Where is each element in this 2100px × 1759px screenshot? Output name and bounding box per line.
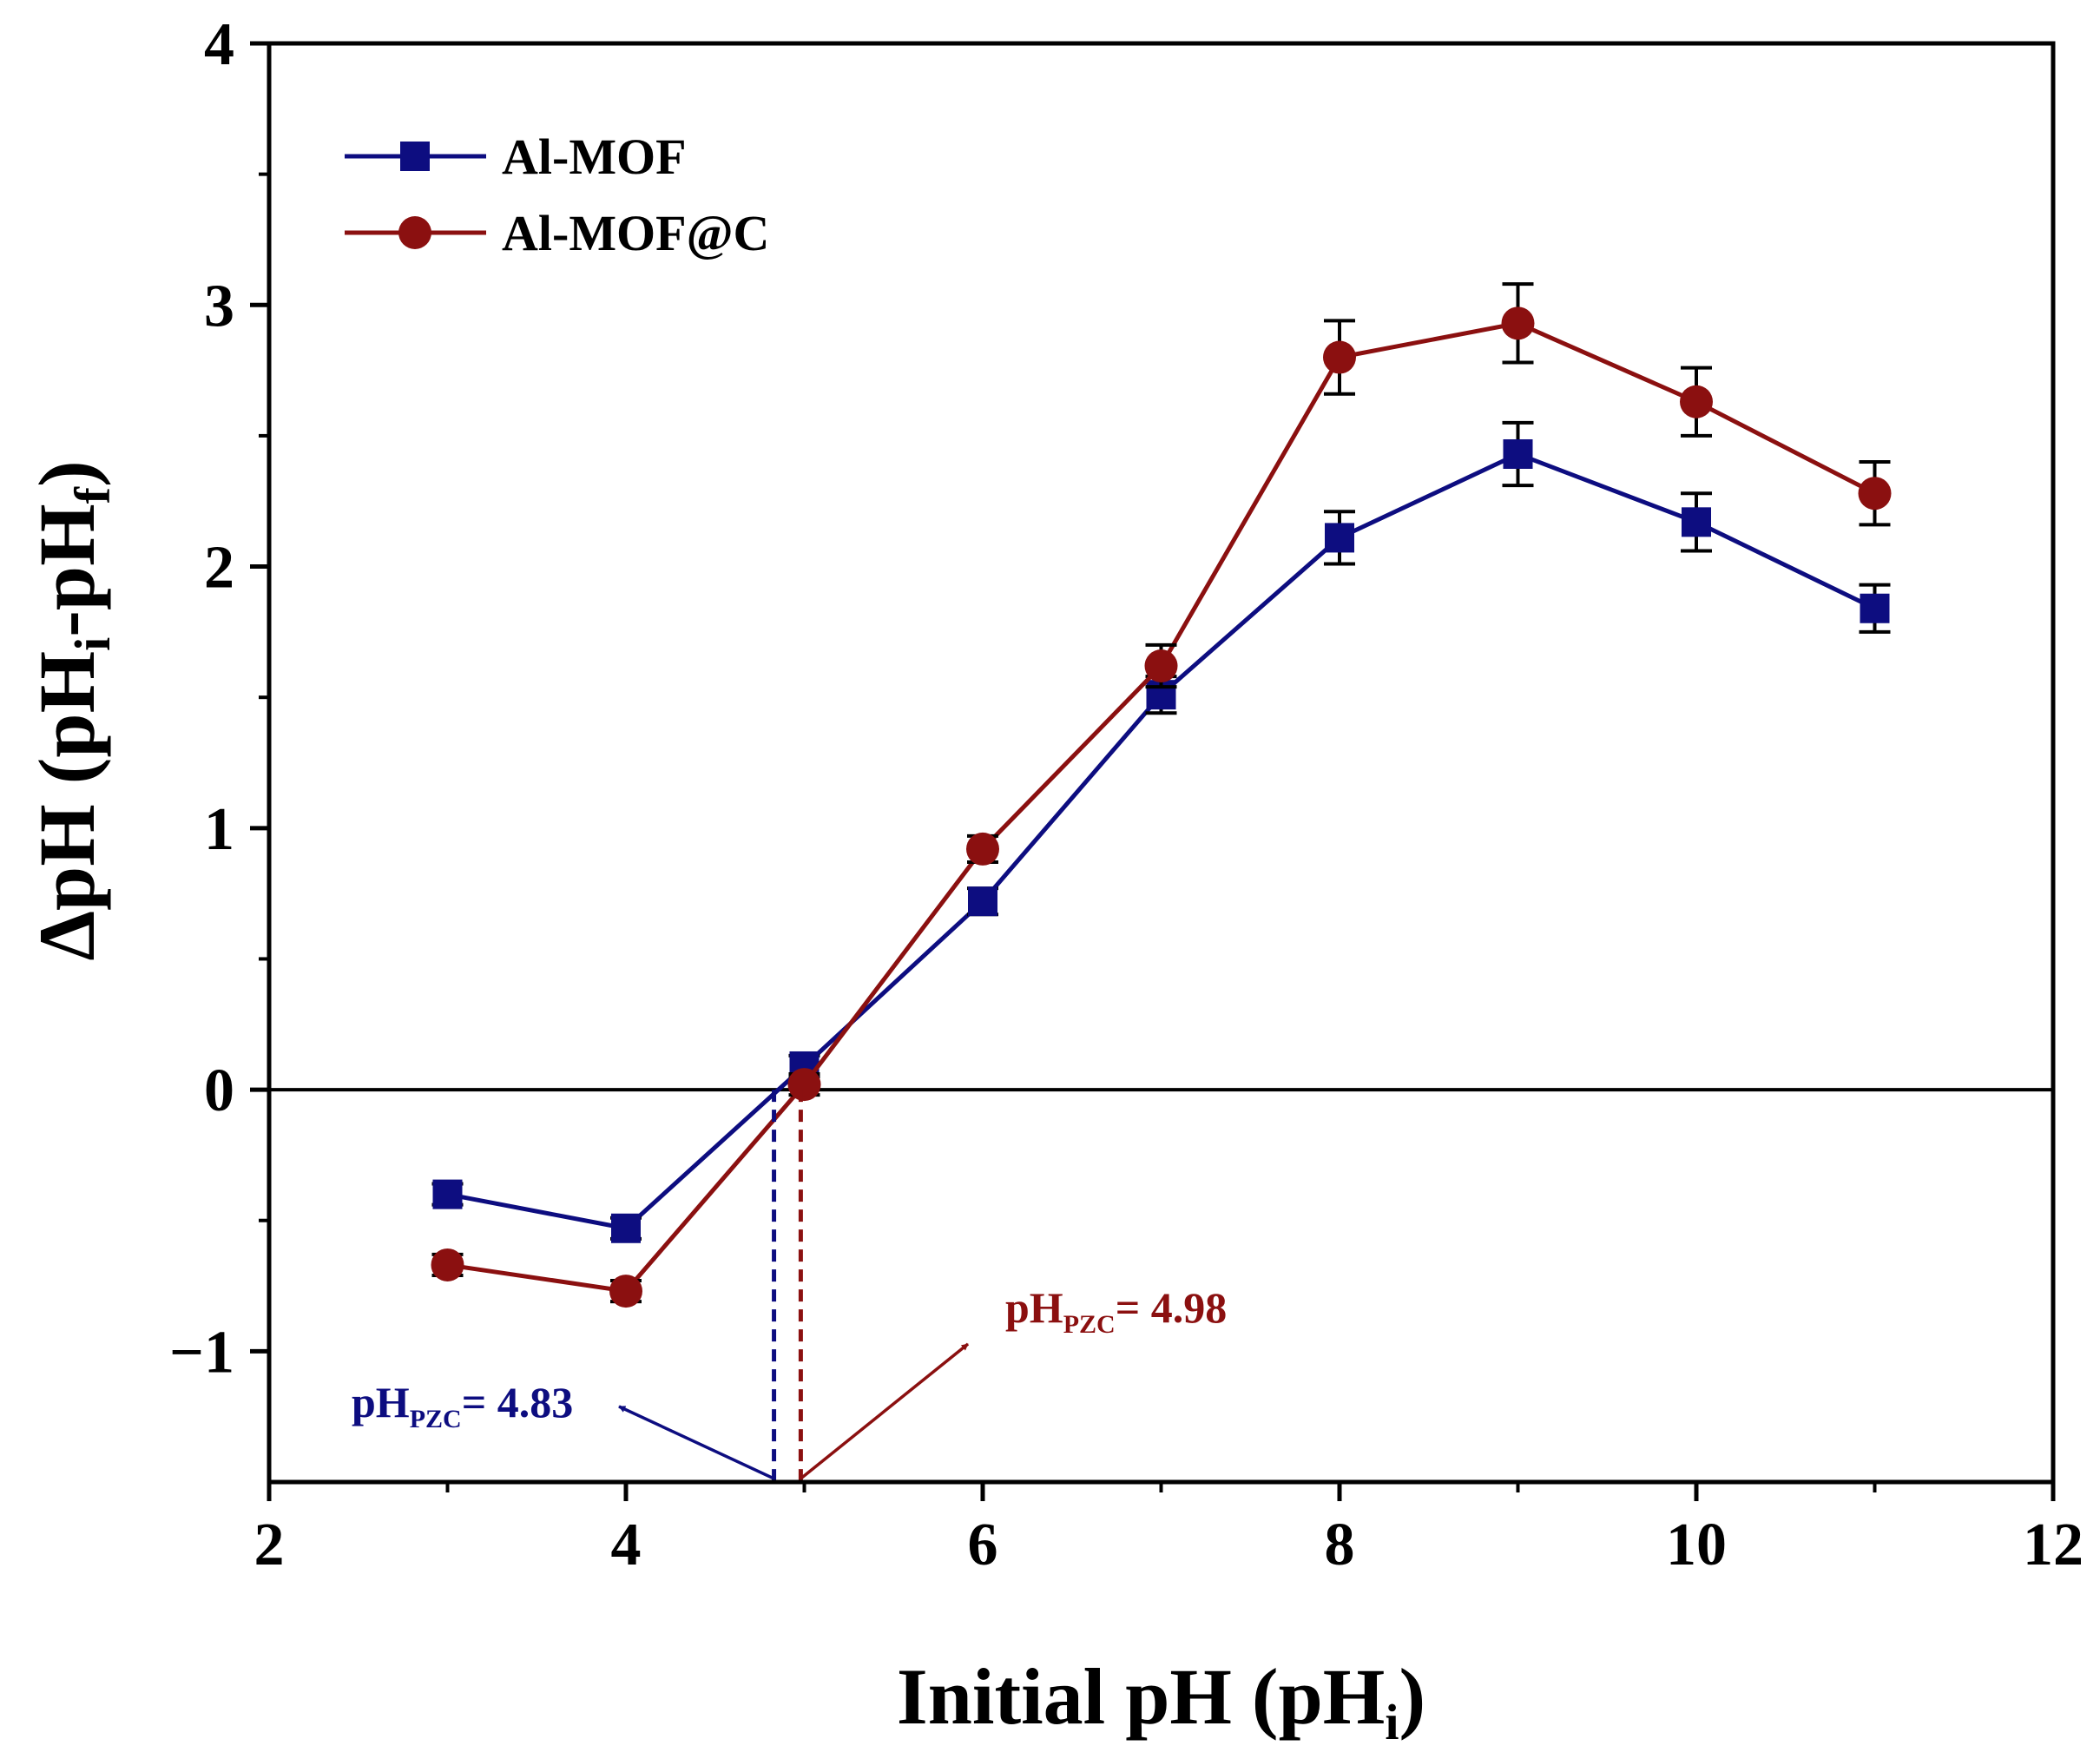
data-point [1858, 477, 1892, 511]
series-line [447, 320, 1876, 1294]
y-axis-title-sub1: i [64, 637, 121, 651]
legend-item-al-mof: Al-MOF [345, 128, 687, 185]
data-point [1323, 340, 1356, 374]
y-axis-title-prefix: ΔpH (pH [23, 651, 111, 961]
series-line [447, 451, 1876, 1231]
x-axis-title-main: Initial pH (pH [897, 1652, 1385, 1741]
pzc-label-sub: PZC [1063, 1310, 1116, 1339]
legend: Al-MOF Al-MOF@C [345, 128, 769, 261]
x-tick-label: 12 [2023, 1512, 2084, 1578]
y-tick-label: 3 [204, 273, 234, 339]
x-axis-title-sub: i [1385, 1694, 1399, 1750]
legend-label: Al-MOF@C [502, 205, 769, 261]
data-point [968, 886, 997, 917]
legend-label: Al-MOF [502, 128, 687, 185]
y-axis-title-mid: -pH [23, 504, 111, 636]
y-axis-title-sub2: f [64, 486, 121, 504]
data-point [1682, 507, 1711, 537]
plot-frame [267, 41, 2056, 1485]
y-tick-label: −1 [169, 1319, 234, 1386]
y-tick-label: 2 [204, 535, 234, 602]
data-point [1501, 306, 1535, 340]
pzc-arrow [618, 1405, 775, 1480]
pzc-annotation-2: pHPZC= 4.98 [798, 1090, 1227, 1482]
y-tick-label: 1 [204, 796, 234, 863]
data-point [609, 1275, 642, 1308]
data-point [1680, 385, 1713, 418]
y-axis-title-close: ) [23, 460, 111, 487]
series-layer [431, 282, 1892, 1308]
data-point [1860, 593, 1890, 623]
x-tick-label: 2 [254, 1512, 285, 1578]
pzc-arrow [800, 1342, 970, 1480]
data-point [611, 1213, 641, 1243]
pzc-label: pHPZC= 4.98 [1005, 1283, 1227, 1339]
data-point [1503, 438, 1533, 469]
legend-item-al-mof-c: Al-MOF@C [345, 205, 769, 261]
y-axis-title: ΔpH (pHi-pHf) [23, 460, 121, 960]
pzc-label-prefix: pH [352, 1378, 410, 1426]
data-point [787, 1068, 821, 1102]
data-point [431, 1248, 464, 1281]
legend-marker [398, 216, 431, 249]
x-tick-label: 4 [611, 1512, 642, 1578]
pzc-label-value: = 4.83 [462, 1378, 574, 1426]
x-tick-label: 6 [968, 1512, 998, 1578]
data-point [432, 1179, 463, 1209]
pzc-label-prefix: pH [1005, 1283, 1063, 1332]
series-al-mof [431, 420, 1891, 1243]
pzc-annotation-1: pHPZC= 4.83 [352, 1090, 777, 1482]
x-tick-label: 10 [1666, 1512, 1727, 1578]
series-al-mof-c [431, 282, 1892, 1308]
pzc-label-value: = 4.98 [1116, 1283, 1228, 1332]
y-tick-label: 0 [204, 1057, 234, 1124]
x-tick-label: 8 [1325, 1512, 1355, 1578]
legend-marker [400, 142, 430, 171]
y-tick-label: 4 [204, 11, 234, 78]
data-point [1325, 523, 1354, 553]
pzc-label-sub: PZC [410, 1405, 462, 1433]
data-point [1144, 649, 1178, 683]
data-point [966, 832, 999, 866]
x-axis-title: Initial pH (pHi) [897, 1652, 1425, 1750]
pzc-label: pHPZC= 4.83 [352, 1378, 573, 1433]
x-axis-title-close: ) [1399, 1652, 1425, 1741]
